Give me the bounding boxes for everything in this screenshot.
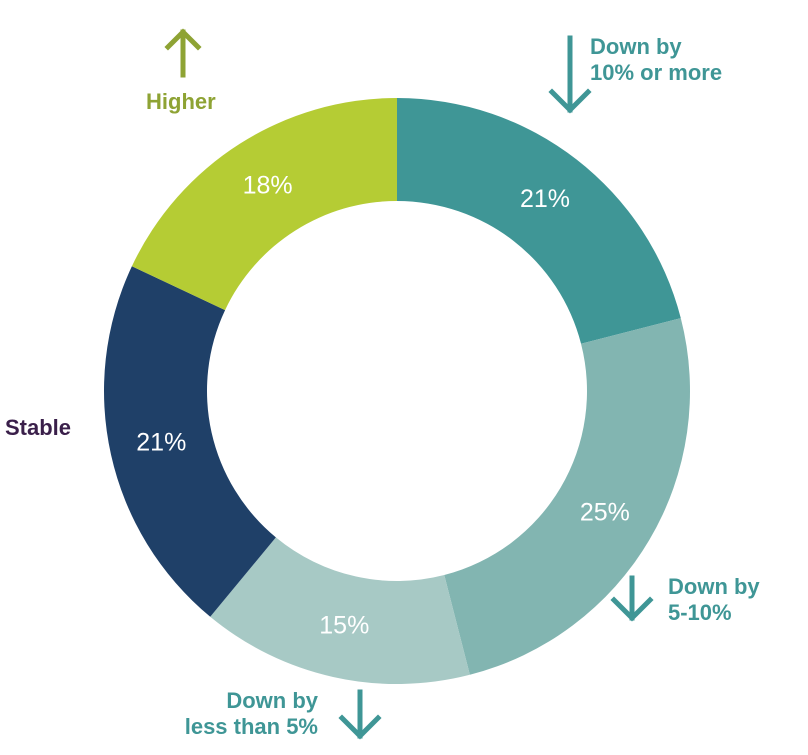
value-label: 15% bbox=[319, 611, 369, 639]
category-label: Higher bbox=[146, 89, 216, 114]
arrow-down bbox=[610, 575, 654, 622]
category-label: Down by 5-10% bbox=[668, 574, 760, 625]
category-label: Stable bbox=[5, 415, 72, 440]
category-label: Down by 10% or more bbox=[590, 34, 723, 85]
arrows bbox=[164, 28, 654, 740]
pie-slice bbox=[104, 266, 276, 617]
arrow-down bbox=[338, 689, 382, 740]
value-label: 21% bbox=[520, 185, 570, 213]
value-label: 21% bbox=[136, 428, 186, 456]
pie-slice bbox=[397, 98, 681, 344]
value-label: 25% bbox=[580, 499, 630, 527]
value-label: 18% bbox=[243, 172, 293, 200]
arrow-down bbox=[548, 35, 592, 114]
pie-slice bbox=[210, 537, 470, 684]
pie-slice bbox=[131, 98, 397, 311]
category-label: Down by less than 5% bbox=[184, 688, 318, 739]
arrow-up bbox=[164, 28, 202, 78]
pie-slice bbox=[444, 318, 690, 675]
